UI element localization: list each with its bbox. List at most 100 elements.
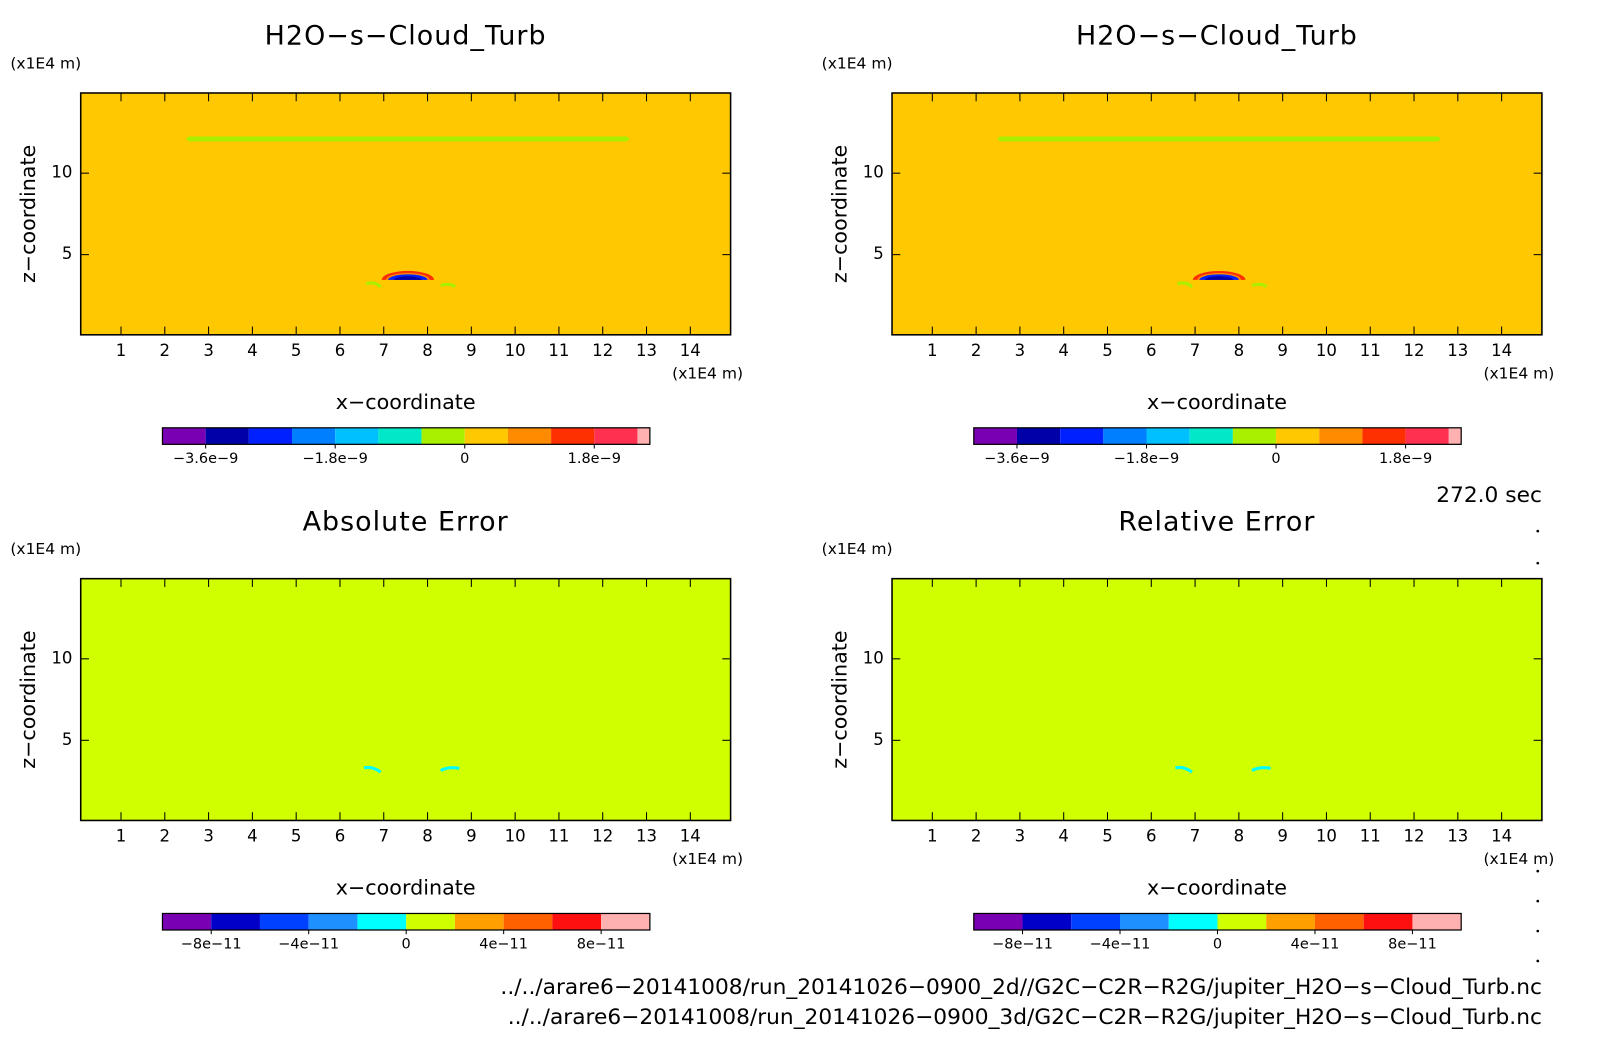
field-blob: [365, 281, 457, 289]
x-axis-label: x−coordinate: [336, 876, 476, 900]
colorbar-segment: [1266, 913, 1315, 930]
x-tick-label: 8: [1234, 341, 1245, 360]
colorbar-segment: [335, 427, 379, 445]
colorbar-segment: [1022, 913, 1072, 930]
y-unit: (x1E4 m): [822, 55, 893, 73]
colorbar-segment: [406, 913, 455, 930]
colorbar-segment: [1103, 427, 1147, 445]
colorbar-segment: [973, 913, 1023, 930]
colorbar-segment: [259, 913, 309, 930]
x-tick-label: 1: [116, 341, 127, 360]
x-tick-label: 14: [680, 827, 701, 846]
field-band: [998, 136, 1441, 142]
x-tick-label: 8: [1234, 827, 1245, 846]
x-tick-label: 10: [1316, 827, 1337, 846]
x-tick-label: 3: [203, 341, 214, 360]
field-blob: [363, 765, 460, 774]
colorbar-segment: [1189, 427, 1233, 445]
colorbar-segment: [1363, 913, 1413, 930]
y-axis-label: z−coordinate: [16, 145, 40, 283]
file-path: ../../arare6−20141008/run_20141026−0900_…: [500, 975, 1541, 1000]
x-tick-label: 4: [1058, 827, 1069, 846]
x-tick-label: 3: [1015, 341, 1026, 360]
colorbar-tick-label: −8e−11: [992, 936, 1053, 952]
colorbar-segment: [1319, 427, 1363, 445]
x-tick-label: 4: [1058, 341, 1069, 360]
colorbar-segment: [1168, 913, 1218, 930]
colorbar-tick-label: −3.6e−9: [984, 451, 1049, 467]
colorbar-over: [1448, 427, 1462, 445]
x-tick-label: 12: [592, 827, 613, 846]
colorbar-segment: [162, 427, 206, 445]
x-tick-label: 1: [927, 827, 938, 846]
x-tick-label: 7: [378, 827, 389, 846]
colorbar-segment: [292, 427, 336, 445]
colorbar-segment: [1217, 913, 1267, 930]
colorbar-frame: [973, 427, 1462, 445]
y-axis-label: z−coordinate: [827, 630, 851, 768]
colorbar-tick-label: 0: [1213, 936, 1222, 952]
colorbar-tick-label: 4e−11: [479, 936, 528, 952]
x-tick-label: 8: [422, 341, 433, 360]
colorbar-segment: [357, 913, 407, 930]
y-tick-label: 5: [62, 244, 73, 263]
x-tick-label: 10: [505, 341, 526, 360]
colorbar-over: [637, 427, 650, 445]
y-axis-label: z−coordinate: [827, 145, 851, 283]
colorbar-segment: [1314, 913, 1364, 930]
y-tick-label: 5: [873, 244, 884, 263]
x-tick-label: 10: [505, 827, 526, 846]
x-axis-label: x−coordinate: [1147, 876, 1287, 900]
chart-title: H2O−s−Cloud_Turb: [1076, 21, 1358, 52]
colorbar-segment: [1232, 427, 1277, 445]
colorbar-segment: [601, 913, 650, 930]
x-tick-label: 3: [203, 827, 214, 846]
x-tick-label: 14: [1491, 341, 1512, 360]
field-blob: [393, 276, 422, 280]
x-tick-label: 14: [1491, 827, 1512, 846]
colorbar-segment: [551, 427, 595, 445]
y-tick-label: 10: [863, 163, 884, 182]
x-tick-label: 13: [636, 341, 657, 360]
x-tick-label: 8: [422, 827, 433, 846]
x-tick-label: 2: [971, 827, 982, 846]
colorbar-tick-label: −4e−11: [278, 936, 339, 952]
x-tick-label: 13: [636, 827, 657, 846]
plot-frame: [79, 577, 732, 822]
field-blob: [1174, 765, 1271, 774]
x-tick-label: 7: [1190, 341, 1201, 360]
y-unit: (x1E4 m): [10, 55, 81, 73]
x-tick-label: 14: [680, 341, 701, 360]
colorbar-tick-label: 8e−11: [1388, 936, 1437, 952]
plot-frame: [891, 577, 1543, 822]
x-tick-label: 2: [160, 341, 171, 360]
x-tick-label: 2: [160, 827, 171, 846]
x-unit: (x1E4 m): [1483, 365, 1554, 383]
colorbar-segment: [1412, 913, 1462, 930]
colorbar-segment: [162, 913, 212, 930]
plot-frame: [79, 92, 732, 336]
field-blob: [1205, 276, 1234, 280]
x-tick-label: 9: [466, 827, 477, 846]
colorbar-segment: [1120, 913, 1169, 930]
colorbar-segment: [1276, 427, 1320, 445]
x-tick-label: 11: [548, 341, 569, 360]
y-axis-label: z−coordinate: [16, 630, 40, 768]
colorbar-segment: [1071, 913, 1121, 930]
y-unit: (x1E4 m): [10, 540, 81, 558]
time-label: 272.0 sec: [1436, 483, 1542, 508]
colorbar-tick-label: 1.8e−9: [568, 451, 621, 467]
x-tick-label: 9: [1277, 827, 1288, 846]
colorbar-segment: [594, 427, 638, 445]
x-unit: (x1E4 m): [1483, 850, 1554, 868]
colorbar-segment: [211, 913, 260, 930]
colorbar-segment: [1016, 427, 1061, 445]
x-tick-label: 4: [247, 341, 258, 360]
colorbar-segment: [205, 427, 249, 445]
x-tick-label: 6: [1146, 341, 1157, 360]
